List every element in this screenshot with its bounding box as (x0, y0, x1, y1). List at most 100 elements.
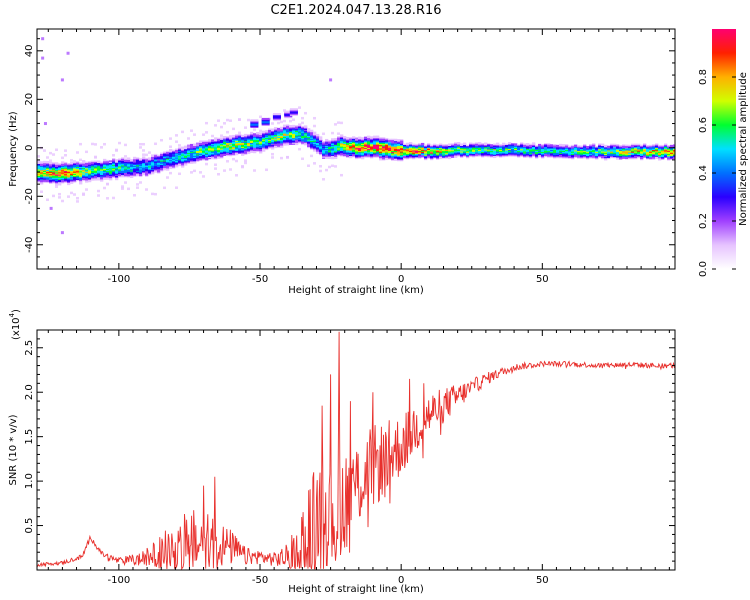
spectrogram-cell (178, 163, 182, 166)
spectrogram-cell (550, 156, 554, 158)
spectrogram-cell (304, 135, 308, 137)
spectrogram-cell (382, 144, 386, 147)
spectrogram-cell (310, 147, 314, 149)
spectrogram-cell (271, 122, 274, 125)
spectrogram-cell (364, 144, 368, 146)
spectrogram-cell (325, 141, 329, 143)
spectrogram-cell (37, 173, 41, 175)
spectrogram-cell (268, 129, 272, 132)
spectrogram-cell (211, 154, 215, 157)
spectrogram-cell (91, 170, 95, 172)
spectrogram-cell (226, 118, 229, 122)
spectrogram-cell (502, 147, 506, 149)
spectrogram-cell (523, 156, 527, 158)
spectrogram-cell (547, 149, 551, 152)
spectrogram-cell (568, 150, 572, 152)
spectrogram-cell (235, 145, 239, 147)
spectrogram-cell (631, 145, 635, 148)
spectrogram-cell (469, 150, 473, 152)
spectrogram-cell (166, 163, 170, 166)
spectrogram-cell (148, 170, 152, 172)
spectrogram-cell (655, 152, 659, 154)
spectrogram-cell (430, 147, 434, 150)
spectrogram-cell (298, 129, 302, 132)
spectrogram-cell (346, 138, 350, 140)
spectrogram-cell (274, 129, 278, 131)
spectrogram-cell (547, 151, 551, 154)
spectrogram-cell (235, 144, 239, 146)
spectrogram-cell (67, 170, 71, 173)
spectrogram-cell (217, 137, 221, 140)
spectrogram-cell (67, 173, 71, 176)
spectrogram-cell (622, 156, 626, 158)
spectrogram-cell (478, 152, 482, 155)
y-tick-label: 1.0 (24, 473, 35, 489)
spectrogram-cell (376, 146, 380, 148)
spectrogram-cell (406, 152, 410, 154)
spectrogram-cell (40, 178, 44, 181)
spectrogram-cell (622, 157, 626, 159)
spectrogram-cell (451, 152, 455, 154)
spectrogram-cell (313, 142, 317, 144)
spectrogram-cell (430, 155, 434, 157)
spectrogram-cell (628, 146, 632, 149)
spectrogram-cell (205, 157, 209, 160)
spectrogram-cell (283, 128, 287, 131)
spectrogram-cell (337, 144, 341, 147)
spectrogram-cell (466, 156, 470, 159)
spectrogram-cell (40, 181, 44, 184)
spectrogram-cell (331, 131, 334, 135)
spectrogram-cell (643, 156, 647, 158)
spectrogram-cell (424, 154, 428, 156)
spectrogram-cell (442, 149, 446, 152)
spectrogram-cell (295, 141, 299, 143)
spectrogram-cell (55, 183, 59, 185)
spectrogram-cell (157, 169, 161, 172)
spectrogram-cell (502, 148, 506, 150)
spectrogram-cell (379, 159, 383, 161)
spectrogram-cell (595, 157, 599, 159)
spectrogram-cell (346, 140, 350, 142)
spectrogram-cell (262, 131, 266, 134)
spectrogram-cell (70, 169, 74, 171)
spectrogram-cell (97, 173, 101, 176)
spectrogram-cell (250, 134, 254, 136)
spectrogram-cell (319, 141, 323, 144)
spectrogram-cell (370, 151, 374, 153)
spectrogram-cell (163, 155, 167, 158)
spectrogram-cell (61, 180, 65, 183)
spectrogram-cell (91, 162, 95, 165)
spectrogram-cell (469, 143, 473, 146)
spectrogram-cell (73, 181, 77, 183)
spectrogram-cell (370, 152, 374, 155)
spectrogram-cell (301, 129, 305, 131)
spectrogram-cell (619, 145, 623, 147)
spectrogram-cell (220, 143, 224, 146)
spectrogram-cell (103, 186, 106, 190)
spectrogram-cell (337, 139, 341, 141)
spectrogram-cell (544, 144, 548, 147)
spectrogram-cell (133, 157, 137, 160)
spectrogram-cell (70, 167, 74, 169)
spectrogram-cell (235, 146, 239, 148)
spectrogram-cell (382, 142, 386, 145)
spectrogram-cell (277, 133, 281, 135)
spectrogram-cell (481, 146, 485, 148)
spectrogram-cell (112, 174, 116, 176)
spectrogram-cell (157, 155, 161, 158)
spectrogram-cell (601, 155, 605, 157)
spectrogram-cell (496, 155, 500, 158)
spectrogram-cell (181, 146, 185, 148)
spectrogram-cell (280, 146, 284, 148)
spectrogram-cell (187, 146, 191, 148)
spectrogram-cell (304, 131, 308, 134)
spectrogram-cell (163, 163, 167, 165)
spectrogram-cell (151, 159, 155, 162)
spectrogram-cell (310, 143, 314, 146)
spectrogram-cell (91, 177, 95, 179)
spectrogram-cell (547, 156, 551, 158)
spectrogram-cell (439, 145, 443, 148)
spectrogram-cell (289, 139, 293, 141)
spectrogram-cell (448, 154, 452, 156)
spectrogram-cell (268, 128, 272, 130)
